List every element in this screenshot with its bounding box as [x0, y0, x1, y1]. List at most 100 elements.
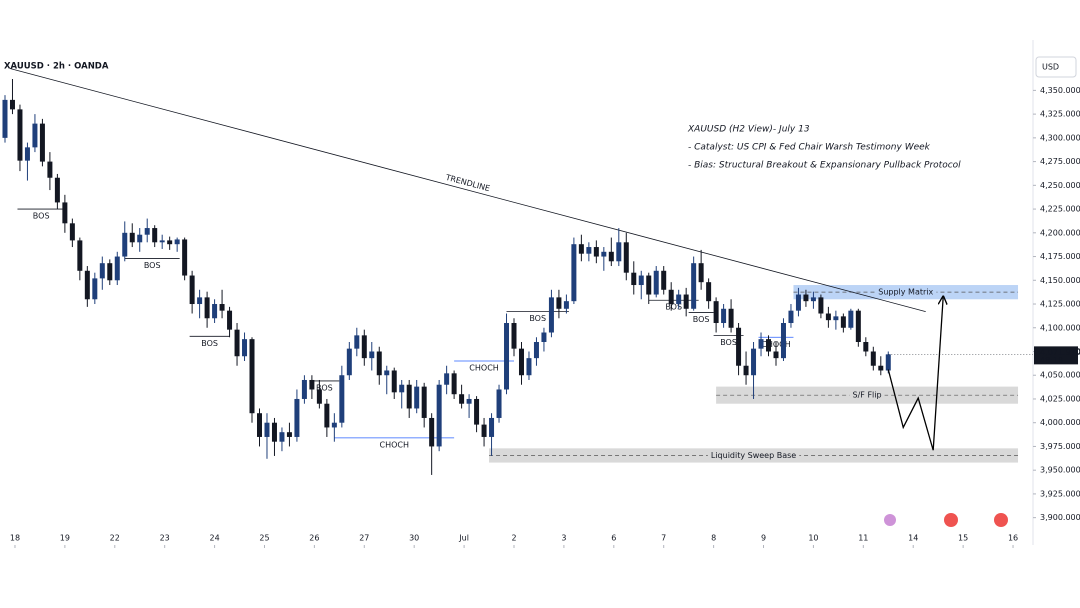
x-tick-label: 25 — [259, 534, 269, 543]
structure-label: BOS — [33, 212, 50, 221]
candle-body — [504, 323, 510, 390]
zone-label-bg — [849, 390, 885, 400]
y-tick-label: 4,200.000 — [1040, 228, 1080, 237]
candle-body — [758, 339, 764, 349]
candle-body — [242, 339, 248, 357]
candle-body — [653, 270, 659, 295]
candle-body — [339, 375, 345, 423]
event-icons[interactable] — [884, 513, 1008, 527]
candle-body — [361, 335, 367, 359]
candle-body — [631, 272, 637, 286]
x-tick-label: 27 — [359, 534, 369, 543]
candle-body — [17, 109, 23, 161]
y-tick-label: 3,925.000 — [1040, 489, 1080, 498]
candle-body — [825, 313, 831, 321]
candle-body — [421, 386, 427, 418]
candle-body — [354, 335, 360, 349]
structure-label: BOS — [316, 383, 333, 392]
x-tick-label: 8 — [711, 534, 716, 543]
candle-body — [264, 422, 270, 437]
candle-body — [466, 398, 472, 404]
candle-body — [526, 358, 532, 376]
candle-body — [212, 304, 218, 319]
event-icon[interactable] — [994, 513, 1008, 527]
candle-body — [391, 370, 397, 393]
candle-body — [107, 263, 113, 281]
candle-body — [77, 240, 83, 271]
note: - Bias: Structural Breakout & Expansiona… — [688, 161, 961, 171]
candle-body — [878, 365, 884, 371]
candle-body — [676, 294, 682, 305]
candle-body — [721, 308, 727, 324]
candle-body — [810, 297, 816, 302]
candle-body — [301, 379, 307, 399]
candle-body — [384, 370, 390, 376]
candle-body — [788, 310, 794, 324]
x-tick-label: 26 — [309, 534, 319, 543]
candle-body — [840, 316, 846, 328]
candle-body — [249, 339, 255, 414]
candle-body — [204, 297, 210, 319]
last-price-label: 4,071.970 — [1040, 348, 1080, 357]
candle-body — [197, 297, 203, 305]
candle-body — [855, 310, 861, 342]
candle-body — [69, 223, 75, 241]
structure-label: BOS — [144, 261, 161, 270]
x-tick-label: 16 — [1008, 534, 1018, 543]
candle-body — [885, 354, 891, 371]
candle-body — [870, 351, 876, 366]
candle-body — [47, 161, 53, 178]
candle-body — [683, 294, 689, 309]
candle-body — [414, 386, 420, 409]
candle-body — [152, 228, 158, 243]
x-tick-label: 9 — [761, 534, 766, 543]
candle-body — [489, 417, 495, 437]
candle-body — [713, 301, 719, 324]
event-icon[interactable] — [884, 514, 896, 526]
candle-body — [324, 403, 330, 428]
candle-body — [691, 263, 697, 309]
zone-label-bg — [875, 287, 937, 297]
x-tick-label: 23 — [160, 534, 170, 543]
trendline — [9, 68, 926, 313]
candle-body — [706, 282, 712, 302]
candle-body — [114, 256, 120, 281]
candle-body — [496, 389, 502, 418]
candle-body — [406, 384, 412, 409]
candle-body — [294, 398, 300, 437]
structure-label: BOS — [665, 303, 682, 312]
candle-body — [346, 348, 352, 376]
candle-body — [99, 263, 105, 279]
candle-body — [137, 234, 143, 243]
candle-body — [219, 304, 225, 311]
event-icon[interactable] — [944, 513, 958, 527]
currency: USD — [1042, 63, 1059, 72]
candle-body — [601, 251, 607, 257]
y-tick-label: 4,175.000 — [1040, 252, 1080, 261]
candle-body — [780, 323, 786, 359]
candle-body — [541, 332, 547, 342]
candle-body — [24, 147, 30, 161]
candle-body — [766, 339, 772, 352]
candle-body — [279, 432, 285, 442]
candle-body — [167, 240, 173, 245]
note: XAUUSD (H2 View)- July 13 — [687, 125, 810, 135]
candle-body — [518, 348, 524, 376]
candle-body — [399, 384, 405, 393]
chart-title: XAUUSD · 2h · OANDA — [4, 62, 109, 72]
x-tick-label: 19 — [60, 534, 70, 543]
y-tick-label: 4,000.000 — [1040, 418, 1080, 427]
candle-body — [62, 202, 68, 224]
candle-body — [84, 270, 90, 300]
candle-body — [533, 342, 539, 359]
currency-box[interactable] — [1035, 56, 1077, 78]
y-tick-label: 3,950.000 — [1040, 466, 1080, 475]
candle-body — [578, 244, 584, 254]
x-tick-label: 11 — [858, 534, 868, 543]
candle-body — [481, 424, 487, 437]
candle-body — [608, 251, 614, 262]
candle-body — [571, 244, 577, 302]
structure-label: BOS — [201, 339, 218, 348]
